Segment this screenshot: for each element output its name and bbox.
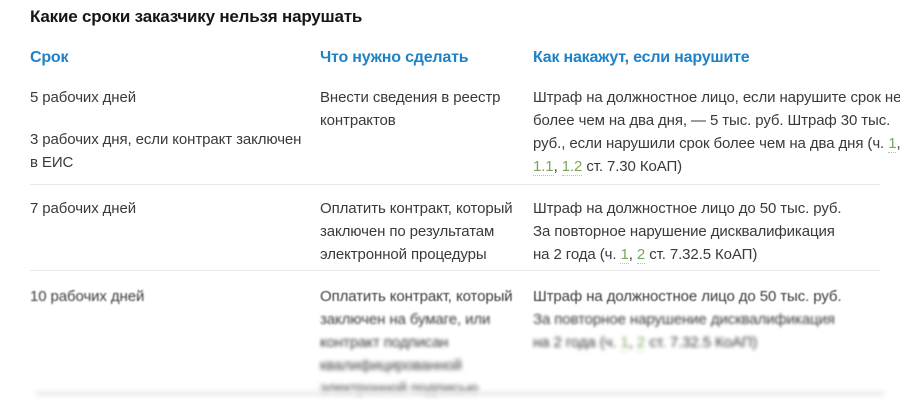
column-header-penalty: Как накажут, если нарушите bbox=[533, 49, 750, 66]
law-link[interactable]: 1.1 bbox=[533, 158, 554, 176]
row-separator bbox=[30, 184, 880, 185]
law-link[interactable]: 1 bbox=[620, 334, 629, 352]
cell-action: Внести сведения в реестр контрактов bbox=[320, 89, 501, 129]
law-link[interactable]: 1 bbox=[888, 135, 897, 153]
law-link[interactable]: 2 bbox=[636, 246, 646, 264]
column-header-action: Что нужно сделать bbox=[320, 49, 469, 66]
cell-action: Оплатить контракт, который заключен по р… bbox=[320, 200, 513, 263]
cell-penalty: Штраф на должностное лицо до 50 тыс. руб… bbox=[533, 288, 842, 352]
law-link[interactable]: 1 bbox=[620, 246, 629, 264]
column-header-term: Срок bbox=[30, 49, 69, 66]
table-header-row: Срок Что нужно сделать Как накажут, если… bbox=[0, 49, 900, 67]
cell-action: Оплатить контракт, который заключен на б… bbox=[320, 285, 533, 400]
table-row: 7 рабочих дней Оплатить контракт, которы… bbox=[0, 197, 900, 266]
blurred-separator bbox=[36, 391, 884, 396]
cell-penalty: Штраф на должностное лицо, если нарушите… bbox=[533, 89, 900, 176]
table-row: 5 рабочих дней 3 рабочих дня, если контр… bbox=[0, 86, 900, 178]
blurred-text: квалифицированной bbox=[320, 357, 462, 374]
cell-term: 5 рабочих дней 3 рабочих дня, если контр… bbox=[30, 89, 302, 171]
law-link[interactable]: 2 bbox=[636, 334, 646, 352]
table-row-blurred: 10 рабочих дней Оплатить контракт, котор… bbox=[0, 285, 900, 400]
law-link[interactable]: 1.2 bbox=[561, 158, 583, 176]
cell-term: 7 рабочих дней bbox=[30, 200, 137, 217]
page-title: Какие сроки заказчику нельзя нарушать bbox=[30, 7, 363, 26]
cell-penalty: Штраф на должностное лицо до 50 тыс. руб… bbox=[533, 200, 842, 264]
row-separator bbox=[30, 270, 880, 271]
cell-term: 10 рабочих дней bbox=[30, 288, 145, 305]
blurred-text: электронной подписью bbox=[320, 380, 479, 397]
